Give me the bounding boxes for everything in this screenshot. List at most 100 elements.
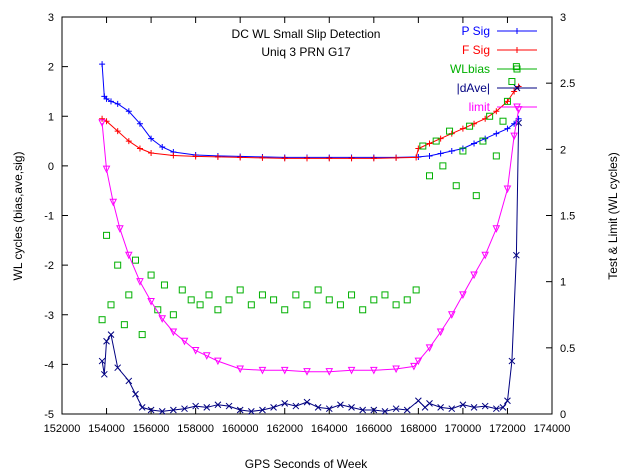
data-point (504, 125, 511, 132)
data-point (337, 401, 344, 409)
data-point (103, 337, 110, 345)
data-point (136, 120, 143, 127)
plot-area (61, 16, 553, 415)
data-point (192, 153, 199, 160)
data-point (359, 306, 367, 314)
data-point (98, 119, 106, 127)
data-point (236, 365, 244, 374)
x-tick-label: 166000 (355, 423, 392, 435)
data-point (259, 406, 266, 414)
data-point (437, 150, 444, 157)
data-point (270, 296, 278, 304)
data-point (504, 98, 511, 105)
data-point (247, 301, 255, 309)
data-point (436, 328, 445, 337)
data-point (303, 398, 311, 406)
data-point (159, 144, 166, 151)
x-tick-label: 156000 (133, 423, 170, 435)
data-point (403, 296, 411, 304)
data-point (459, 145, 466, 152)
y2-axis-label: Test & Limit (WL cycles) (606, 152, 620, 280)
data-point (170, 152, 177, 159)
data-point (452, 182, 460, 190)
data-point (499, 117, 507, 125)
data-point (147, 298, 155, 306)
y2-tick-label: 1.5 (560, 211, 575, 223)
legend-marker (513, 103, 521, 112)
x-tick-label: 162000 (266, 423, 303, 435)
chart-subtitle: Uniq 3 PRN G17 (261, 45, 351, 59)
data-point (281, 155, 288, 162)
data-point (426, 152, 433, 159)
series-line (101, 122, 520, 412)
data-point (412, 286, 420, 294)
data-point (370, 366, 378, 375)
data-point (292, 402, 300, 410)
data-point (447, 311, 456, 319)
data-point (426, 172, 433, 180)
data-point (225, 296, 233, 304)
data-point (471, 120, 478, 127)
data-point (348, 404, 355, 411)
legend-marker (514, 28, 520, 34)
data-point (493, 108, 500, 115)
data-point (439, 162, 447, 170)
series-4 (98, 106, 523, 376)
data-point (136, 145, 143, 152)
data-point (303, 368, 311, 376)
data-point (148, 135, 155, 142)
data-point (459, 147, 467, 155)
data-point (281, 306, 289, 314)
series-line (101, 109, 520, 373)
x-tick-label: 170000 (445, 423, 482, 435)
data-point (432, 137, 440, 145)
data-point (191, 346, 200, 355)
data-point (492, 152, 500, 160)
data-point (109, 198, 118, 207)
data-point (103, 231, 111, 239)
data-point (258, 291, 266, 299)
data-point (381, 291, 389, 299)
data-point (114, 364, 122, 372)
x-tick-label: 172000 (489, 423, 526, 435)
data-point (347, 366, 356, 375)
data-point (178, 286, 186, 294)
y2-tick-label: 2 (560, 144, 566, 156)
y2-tick-label: 2.5 (560, 78, 575, 90)
data-point (107, 301, 115, 309)
y-tick-label: 0 (48, 161, 54, 173)
data-point (359, 406, 367, 414)
data-point (181, 405, 188, 413)
data-point (259, 154, 266, 161)
data-point (470, 271, 478, 280)
data-point (214, 153, 221, 160)
data-point (160, 281, 168, 289)
data-point (325, 296, 333, 304)
data-point (148, 149, 155, 156)
x-tick-label: 174000 (534, 423, 571, 435)
data-point (314, 404, 322, 411)
x-axis-label: GPS Seconds of Week (245, 457, 369, 471)
data-point (102, 165, 111, 174)
x-tick-label: 164000 (311, 423, 348, 435)
series-3 (98, 119, 522, 415)
data-point (413, 154, 420, 161)
y-tick-label: 2 (48, 62, 54, 74)
series-line (101, 64, 519, 158)
data-point (236, 406, 244, 414)
data-point (203, 404, 211, 411)
y2-tick-label: 0 (560, 409, 566, 421)
data-point (303, 301, 311, 309)
data-point (120, 321, 128, 329)
x-tick-label: 160000 (222, 423, 259, 435)
data-point (169, 311, 177, 319)
series-0 (99, 61, 522, 161)
legend-label: P Sig (462, 24, 490, 38)
data-point (499, 404, 507, 411)
data-point (170, 406, 177, 414)
data-point (492, 405, 500, 413)
data-point (98, 316, 106, 324)
data-point (446, 127, 454, 135)
data-point (158, 315, 167, 323)
